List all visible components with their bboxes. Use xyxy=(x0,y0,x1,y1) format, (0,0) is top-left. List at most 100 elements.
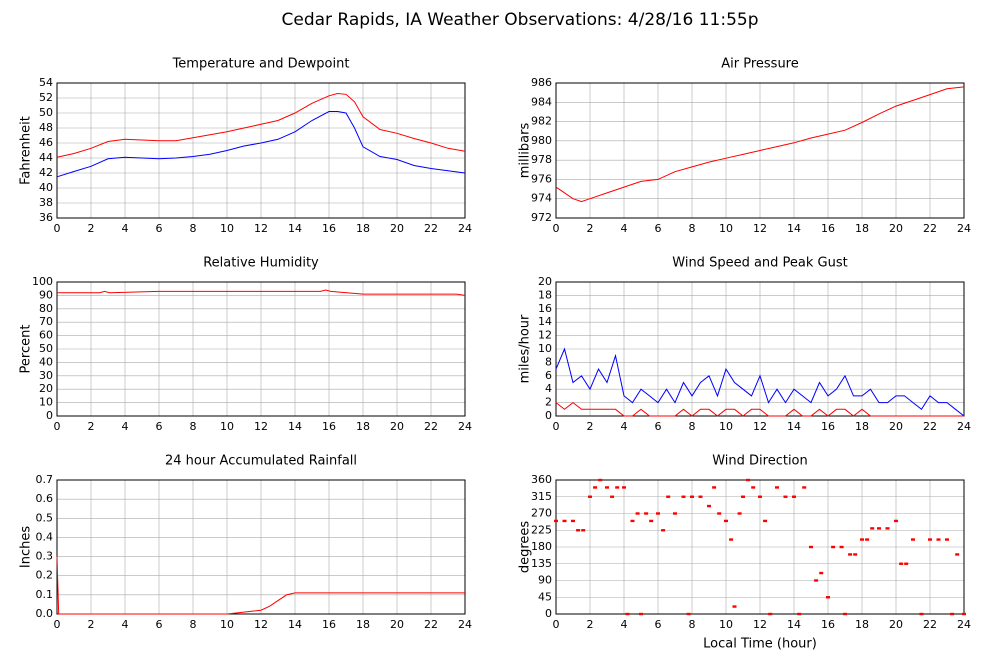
y-tick-label: 978 xyxy=(531,153,552,166)
x-tick-label: 6 xyxy=(156,618,163,631)
y-tick-label: 30 xyxy=(39,369,53,382)
y-tick-label: 90 xyxy=(538,574,552,587)
data-point xyxy=(936,538,941,541)
data-point xyxy=(593,486,598,489)
data-point xyxy=(576,529,581,532)
y-tick-label: 4 xyxy=(545,382,552,395)
x-tick-label: 4 xyxy=(122,618,129,631)
panel-title: 24 hour Accumulated Rainfall xyxy=(165,454,357,469)
x-tick-label: 4 xyxy=(621,618,628,631)
data-point xyxy=(848,553,853,556)
y-tick-label: 40 xyxy=(39,181,53,194)
data-point xyxy=(729,538,734,541)
y-tick-label: 18 xyxy=(538,288,552,301)
y-tick-label: 984 xyxy=(531,95,552,108)
y-tick-label: 8 xyxy=(545,355,552,368)
x-tick-label: 6 xyxy=(156,222,163,235)
data-point xyxy=(768,612,773,616)
plot-frame xyxy=(56,281,466,417)
data-point xyxy=(919,612,924,616)
y-tick-label: 100 xyxy=(32,275,53,288)
x-tick-label: 14 xyxy=(787,618,801,631)
data-point xyxy=(610,495,615,498)
x-tick-label: 0 xyxy=(553,222,560,235)
x-axis-label: Local Time (hour) xyxy=(703,637,817,652)
data-point xyxy=(661,529,666,532)
x-tick-label: 0 xyxy=(54,618,61,631)
x-tick-label: 18 xyxy=(356,618,370,631)
y-tick-label: 315 xyxy=(531,490,552,503)
data-point xyxy=(615,486,620,489)
data-point xyxy=(605,486,609,489)
data-point xyxy=(758,495,762,498)
y-tick-label: 20 xyxy=(538,275,552,288)
data-point xyxy=(899,562,904,565)
x-tick-label: 16 xyxy=(821,618,835,631)
x-tick-label: 18 xyxy=(855,618,869,631)
y-tick-label: 225 xyxy=(531,523,552,536)
x-tick-label: 10 xyxy=(220,618,234,631)
data-line xyxy=(56,92,466,158)
x-tick-label: 14 xyxy=(288,222,302,235)
data-point xyxy=(826,596,830,599)
x-tick-label: 10 xyxy=(220,222,234,235)
y-axis-label: Inches xyxy=(19,526,34,568)
x-tick-label: 22 xyxy=(424,420,438,433)
x-tick-label: 16 xyxy=(322,420,336,433)
y-tick-label: 80 xyxy=(39,302,53,315)
y-axis-label: miles/hour xyxy=(518,314,533,383)
x-tick-label: 2 xyxy=(88,420,95,433)
y-tick-label: 0.2 xyxy=(36,569,54,582)
y-tick-label: 90 xyxy=(39,288,53,301)
x-tick-label: 8 xyxy=(689,420,696,433)
panel: 24 hour Accumulated Rainfall Inches 0.0 0.1… xyxy=(19,454,473,632)
data-point xyxy=(562,519,567,523)
y-tick-label: 54 xyxy=(39,76,53,89)
panel: Wind Speed and Peak Gustmiles/hour024681… xyxy=(518,256,972,434)
data-point xyxy=(839,545,844,549)
x-tick-label: 24 xyxy=(458,222,472,235)
x-tick-label: 6 xyxy=(655,222,662,235)
y-tick-label: 0.7 xyxy=(36,473,54,486)
data-point xyxy=(690,495,694,498)
data-point xyxy=(622,486,626,489)
x-tick-label: 4 xyxy=(621,222,628,235)
panel-title: Wind Direction xyxy=(712,454,808,469)
x-tick-label: 8 xyxy=(689,618,696,631)
y-tick-label: 980 xyxy=(531,134,552,147)
panel: Wind Direction degrees Local Time (hour) 0 4… xyxy=(518,454,972,652)
x-tick-label: 2 xyxy=(587,420,594,433)
data-point xyxy=(625,612,630,616)
data-point xyxy=(860,538,864,541)
y-tick-label: 10 xyxy=(39,396,53,409)
x-tick-label: 24 xyxy=(957,618,971,631)
data-point xyxy=(894,519,898,523)
data-point xyxy=(644,512,649,515)
x-tick-label: 8 xyxy=(190,420,197,433)
y-tick-label: 44 xyxy=(39,151,53,164)
data-point xyxy=(792,495,796,498)
data-point xyxy=(598,478,603,482)
x-tick-label: 8 xyxy=(190,222,197,235)
data-line xyxy=(555,86,965,203)
data-point xyxy=(950,612,955,616)
x-tick-label: 4 xyxy=(122,222,129,235)
panel: Temperature and DewpointFahrenheit363840… xyxy=(19,57,473,236)
y-tick-label: 12 xyxy=(538,329,552,342)
y-tick-label: 0 xyxy=(46,409,53,422)
x-tick-label: 24 xyxy=(458,618,472,631)
plot-frame xyxy=(56,479,466,615)
panel: Air Pressure millibars 972 974 976 978 980 982 9… xyxy=(518,57,972,236)
y-tick-label: 972 xyxy=(531,211,552,224)
y-tick-label: 0.1 xyxy=(36,588,54,601)
data-point xyxy=(877,527,881,530)
panel-title: Air Pressure xyxy=(721,57,799,72)
y-tick-label: 52 xyxy=(39,91,53,104)
data-point xyxy=(911,538,915,541)
x-tick-label: 22 xyxy=(923,222,937,235)
data-line xyxy=(555,347,965,417)
y-axis-label: degrees xyxy=(518,521,533,574)
data-line xyxy=(57,289,466,296)
data-point xyxy=(802,486,807,489)
x-tick-label: 16 xyxy=(322,222,336,235)
